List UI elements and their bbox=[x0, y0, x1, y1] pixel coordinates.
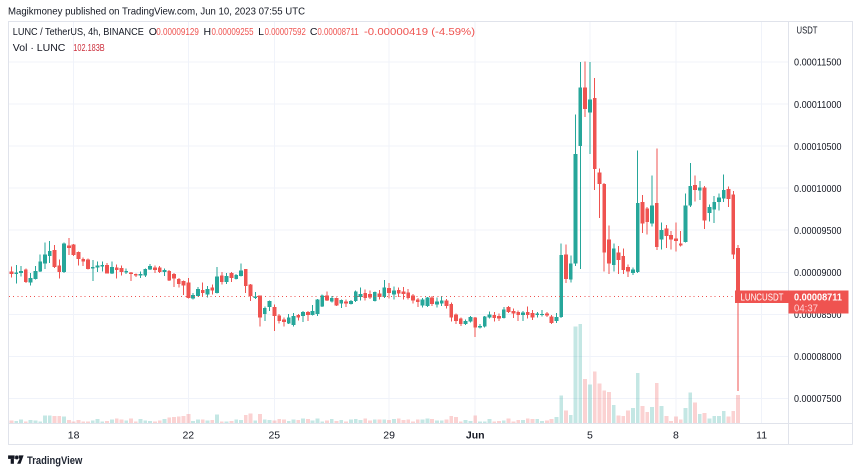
svg-text:TradingView: TradingView bbox=[27, 455, 83, 467]
svg-text:0.00008000: 0.00008000 bbox=[794, 351, 842, 363]
svg-text:L: L bbox=[258, 26, 264, 38]
svg-text:11: 11 bbox=[756, 430, 767, 442]
svg-text:0.00007592: 0.00007592 bbox=[265, 26, 306, 38]
svg-text:8: 8 bbox=[673, 430, 679, 442]
svg-text:102.183B: 102.183B bbox=[73, 42, 104, 54]
svg-text:LUNCUSDT: LUNCUSDT bbox=[741, 293, 784, 304]
svg-text:5: 5 bbox=[587, 430, 593, 442]
svg-text:0.00010000: 0.00010000 bbox=[794, 183, 842, 195]
svg-text:0.00008711: 0.00008711 bbox=[794, 292, 842, 304]
svg-text:0.00011500: 0.00011500 bbox=[794, 57, 842, 69]
svg-text:Jun: Jun bbox=[466, 430, 485, 442]
svg-text:0.00010500: 0.00010500 bbox=[794, 141, 842, 153]
svg-text:29: 29 bbox=[383, 430, 395, 442]
svg-text:Magikmoney published on Tradin: Magikmoney published on TradingView.com,… bbox=[8, 6, 305, 18]
svg-text:0.00009500: 0.00009500 bbox=[794, 225, 842, 237]
svg-text:0.00008711: 0.00008711 bbox=[317, 26, 358, 38]
svg-text:0.00009129: 0.00009129 bbox=[156, 26, 199, 38]
svg-text:18: 18 bbox=[68, 430, 80, 442]
svg-text:-0.00000419 (-4.59%): -0.00000419 (-4.59%) bbox=[364, 26, 475, 38]
svg-text:H: H bbox=[204, 26, 212, 38]
svg-text:04:37: 04:37 bbox=[794, 303, 818, 315]
svg-text:0.00009000: 0.00009000 bbox=[794, 267, 842, 279]
svg-text:25: 25 bbox=[268, 430, 280, 442]
svg-text:0.00007500: 0.00007500 bbox=[794, 393, 842, 405]
svg-text:O: O bbox=[149, 26, 157, 38]
svg-text:C: C bbox=[310, 26, 318, 38]
svg-text:0.00011000: 0.00011000 bbox=[794, 99, 842, 111]
svg-text:Vol · LUNC: Vol · LUNC bbox=[13, 42, 66, 54]
svg-text:USDT: USDT bbox=[797, 25, 818, 37]
svg-text:LUNC / TetherUS, 4h, BINANCE: LUNC / TetherUS, 4h, BINANCE bbox=[13, 26, 144, 38]
svg-text:22: 22 bbox=[182, 430, 194, 442]
svg-text:0.00009255: 0.00009255 bbox=[212, 26, 254, 38]
